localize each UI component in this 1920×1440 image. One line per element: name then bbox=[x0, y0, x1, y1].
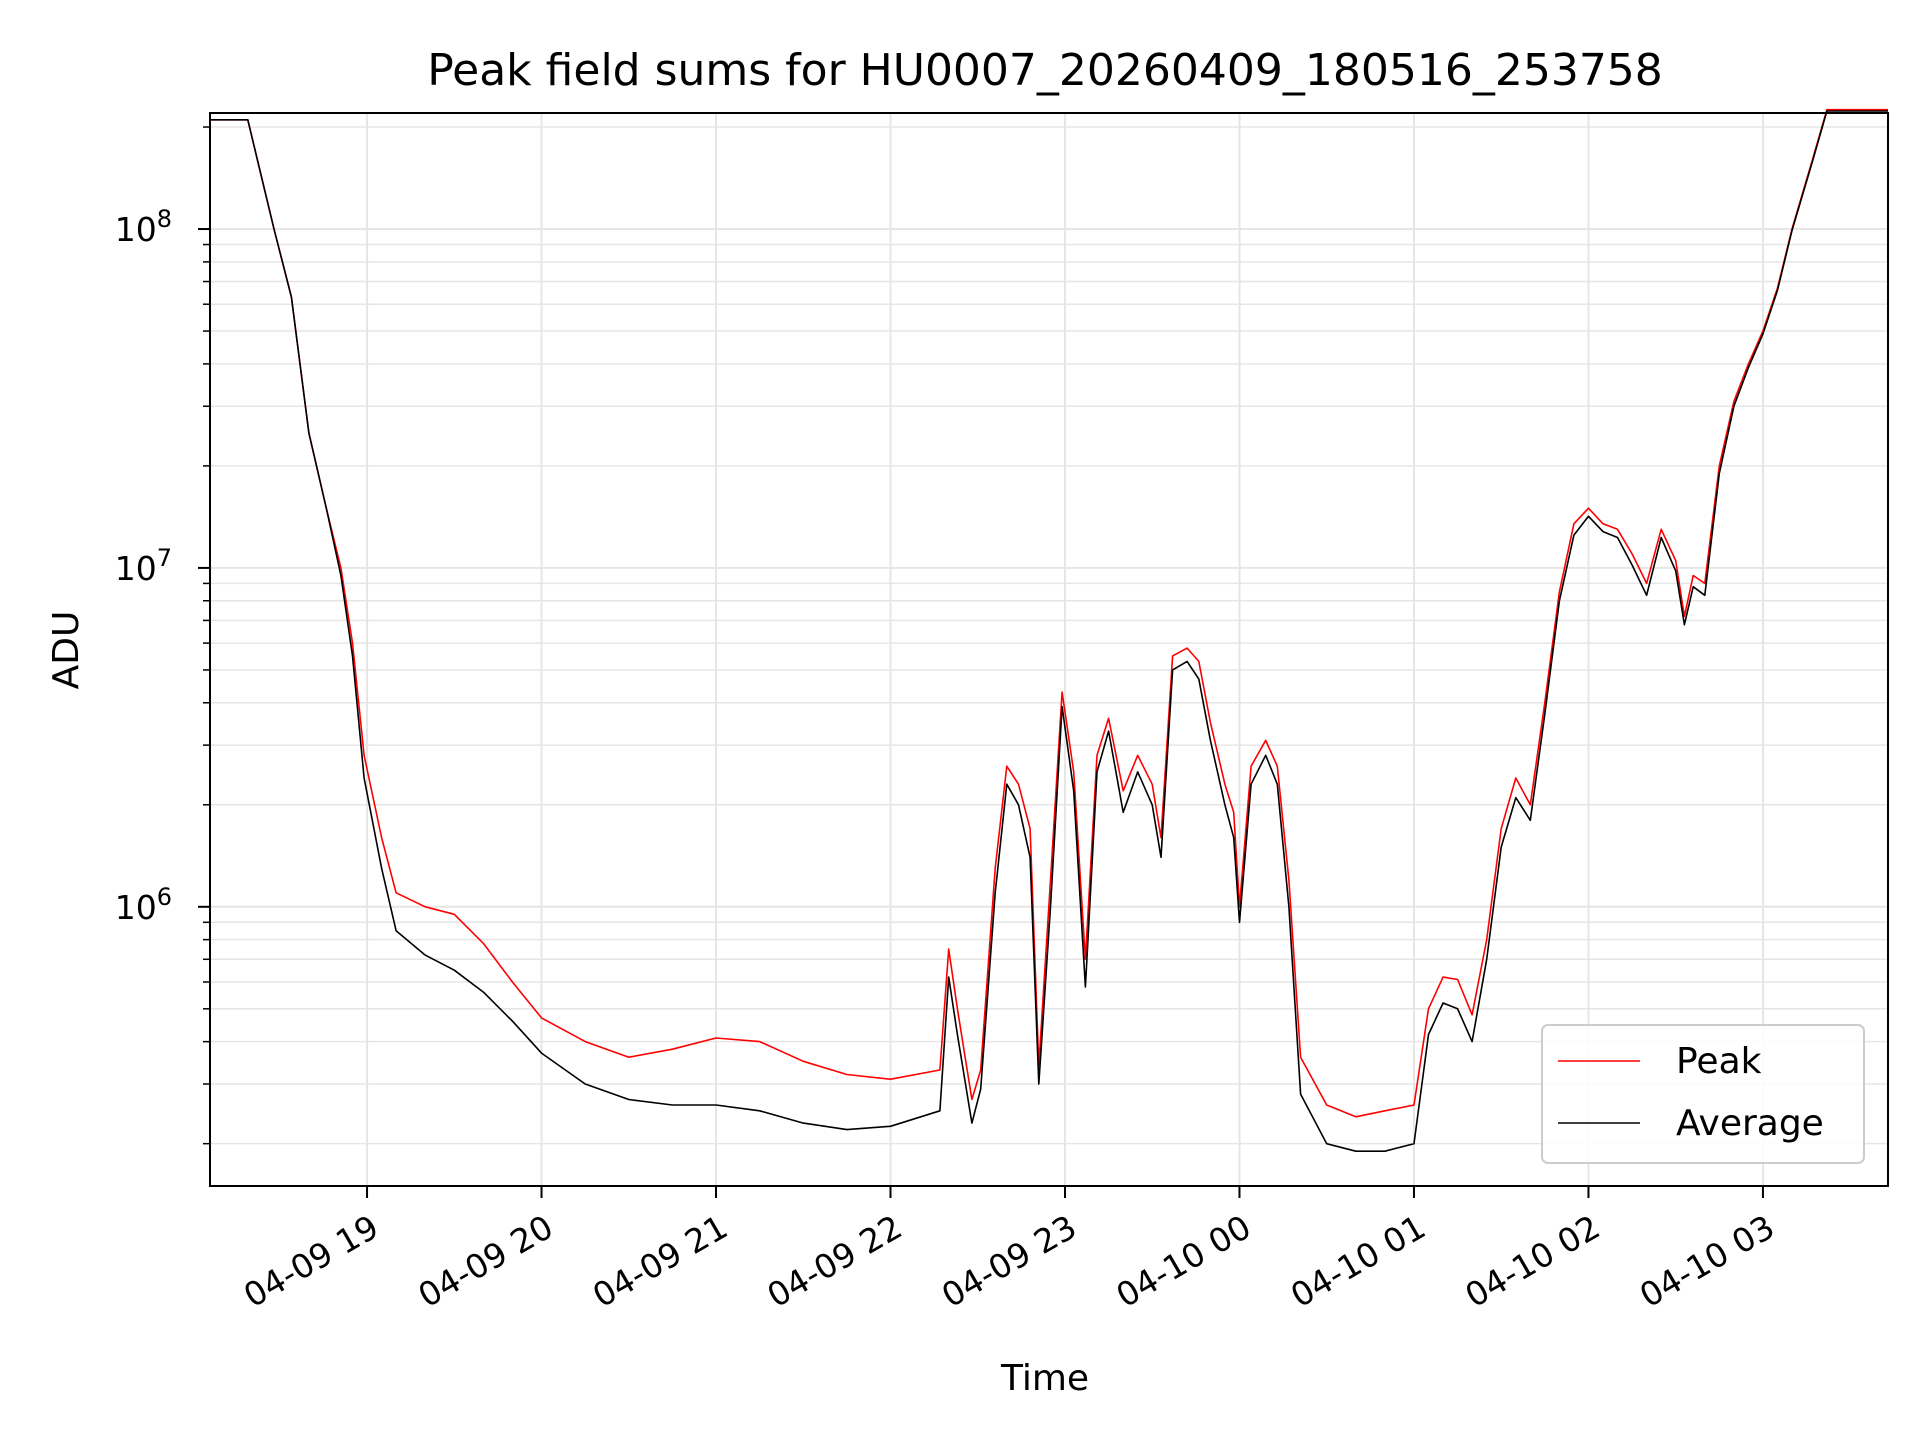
y-tick-label: 108 bbox=[115, 205, 172, 249]
y-axis-label: ADU bbox=[46, 611, 87, 690]
chart-title: Peak field sums for HU0007_20260409_1805… bbox=[427, 45, 1663, 96]
series-layer bbox=[210, 108, 1888, 1152]
x-axis-label: Time bbox=[1000, 1358, 1089, 1399]
legend: Peak Average bbox=[1541, 1024, 1865, 1164]
series-line-peak bbox=[210, 108, 1888, 1118]
y-tick-label: 107 bbox=[115, 544, 172, 588]
legend-box bbox=[1541, 1024, 1865, 1164]
grid bbox=[210, 113, 1888, 1186]
legend-label-average: Average bbox=[1676, 1103, 1824, 1144]
y-tick-label: 106 bbox=[115, 883, 172, 927]
legend-label-peak: Peak bbox=[1676, 1041, 1762, 1082]
series-line-average bbox=[210, 110, 1888, 1152]
plot-frame bbox=[209, 112, 1889, 1187]
